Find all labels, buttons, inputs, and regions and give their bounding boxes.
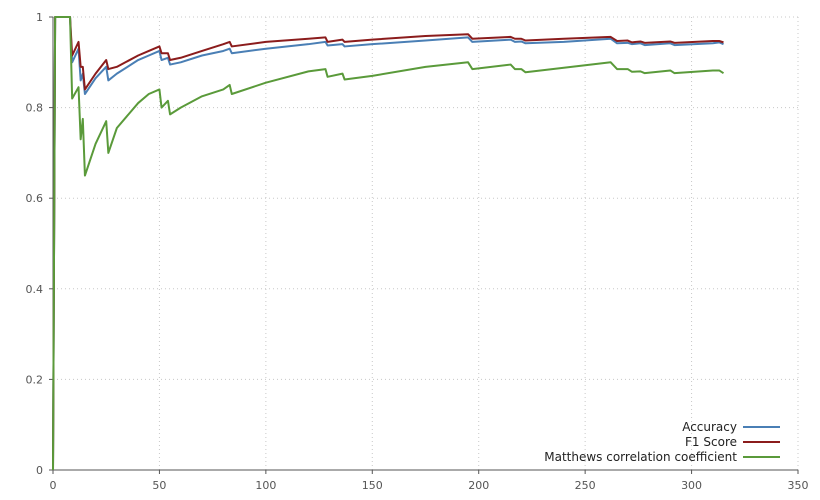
- tick-labels: 0 50 100 150 200 250 300 350 0 0.2 0.4 0.6 0.8 1: [26, 11, 809, 492]
- y-tick-label: 1: [36, 11, 43, 24]
- legend-label: F1 Score: [685, 435, 737, 449]
- x-tick-label: 250: [575, 479, 596, 492]
- series-lines: [52, 16, 725, 471]
- series-line-1: [52, 16, 724, 471]
- axes: [49, 16, 799, 474]
- y-tick-label: 0.8: [26, 102, 44, 115]
- grid: [53, 16, 799, 470]
- x-tick-label: 100: [255, 479, 276, 492]
- legend-label: Accuracy: [682, 420, 737, 434]
- series-line-0: [52, 16, 724, 471]
- x-tick-label: 300: [681, 479, 702, 492]
- y-tick-label: 0: [36, 464, 43, 477]
- x-tick-label: 200: [468, 479, 489, 492]
- legend-entry: Accuracy: [682, 420, 780, 434]
- x-tick-label: 0: [50, 479, 57, 492]
- y-tick-label: 0.4: [26, 283, 44, 296]
- x-tick-label: 50: [152, 479, 166, 492]
- series-line-2: [52, 16, 725, 471]
- legend-label: Matthews correlation coefficient: [544, 450, 737, 464]
- x-tick-label: 150: [362, 479, 383, 492]
- y-tick-label: 0.6: [26, 192, 44, 205]
- y-tick-label: 0.2: [26, 373, 44, 386]
- legend-entry: Matthews correlation coefficient: [544, 450, 780, 464]
- legend-entry: F1 Score: [685, 435, 780, 449]
- x-tick-label: 350: [788, 479, 809, 492]
